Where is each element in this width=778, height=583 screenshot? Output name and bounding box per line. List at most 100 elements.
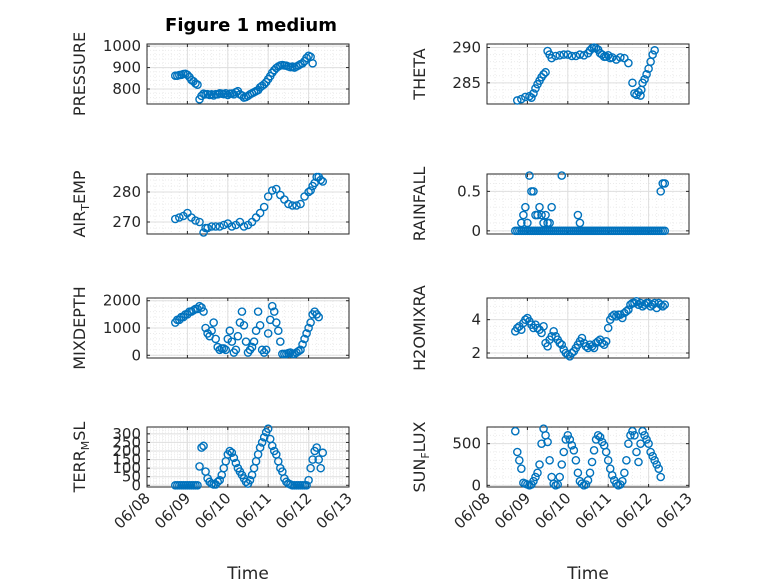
data-point [561,435,571,444]
data-point [563,431,573,440]
data-point [616,53,625,62]
data-point [170,214,180,224]
x-axis-label: Time [566,564,609,583]
data-point [237,91,247,100]
data-point [555,472,565,482]
data-point [630,431,639,440]
data-point [541,210,550,220]
data-point [648,451,657,461]
y-tick-label: 280 [112,183,141,201]
data-point [521,92,530,102]
data-point [597,338,607,348]
data-point [581,342,591,351]
data-point [642,70,651,79]
data-point [624,58,633,68]
data-point [611,312,621,321]
data-point [607,471,617,480]
y-tick-label: 1000 [103,319,141,337]
data-point [513,96,522,105]
data-point [539,70,548,79]
data-point [515,456,524,465]
data-point [263,192,273,201]
data-point [237,307,247,316]
data-point [316,175,326,185]
data-point [533,210,542,220]
data-point [553,480,563,489]
data-point [306,186,315,195]
data-point [302,329,311,338]
data-point [601,337,611,346]
data-point [308,455,317,464]
data-point [660,226,670,236]
data-point [652,460,661,469]
data-series [510,424,666,490]
data-point [579,50,589,60]
data-point [545,218,554,228]
data-point [557,171,567,180]
data-point [622,456,631,465]
y-axis-label: MIXDEPTH [70,286,89,369]
data-point [642,435,651,444]
data-point [259,79,269,89]
data-point [636,91,645,100]
y-tick-label: 0 [471,476,481,494]
data-series [513,43,659,105]
data-point [227,222,237,231]
axes-box [486,297,690,359]
axes-box [146,173,350,235]
data-point [215,475,225,485]
y-tick-label: 2000 [103,292,141,310]
data-point [302,480,311,490]
data-point [575,218,585,228]
data-point [648,50,657,59]
axes-box [486,43,690,105]
data-point [273,326,283,336]
data-point [231,345,241,355]
y-tick-label: 500 [452,435,481,453]
data-point [529,187,538,196]
data-series [170,51,317,104]
data-point [209,318,218,327]
data-point [304,187,313,197]
data-point [539,322,548,331]
data-point [213,477,222,487]
data-point [219,344,229,353]
data-point [292,201,301,210]
data-point [231,458,241,468]
data-point [195,462,204,471]
data-point [183,70,192,80]
data-point [601,52,611,62]
data-point [577,333,587,343]
data-point [316,463,326,473]
data-point [646,447,655,457]
y-axis-label: SUNFLUX [410,421,432,492]
data-series [170,424,328,490]
data-point [233,331,243,341]
data-point [191,79,200,88]
data-point [255,208,265,218]
plot-area [487,174,689,234]
data-point [271,184,281,194]
data-point [630,298,639,308]
data-point [557,460,567,469]
data-point [253,307,263,316]
data-point [656,472,666,482]
data-point [229,453,239,463]
y-tick-label: 200 [112,442,141,460]
y-tick-label: 290 [452,39,481,57]
data-point [239,222,249,231]
data-point [628,426,637,436]
data-point [241,477,251,487]
y-tick-label: 270 [112,213,141,231]
data-point [559,447,569,457]
data-point [215,345,225,355]
data-point [306,463,315,473]
data-point [193,80,202,90]
data-point [537,439,546,448]
data-point [529,476,538,486]
data-point [241,337,251,346]
data-point [611,55,621,64]
y-tick-label: 250 [112,433,141,451]
data-point [308,58,317,68]
data-point [227,448,237,458]
